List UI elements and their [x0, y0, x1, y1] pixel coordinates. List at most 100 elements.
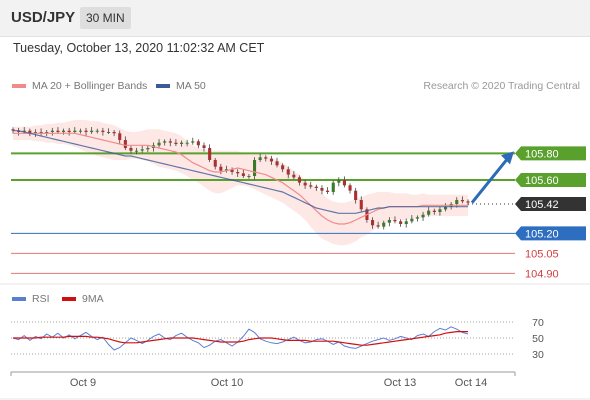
rsi-tick-30: 30: [532, 349, 544, 361]
level-label-105.60: 105.60: [525, 175, 559, 187]
candle-body: [342, 180, 346, 186]
legend-ma50: MA 50: [156, 80, 206, 92]
price-grid: [0, 283, 590, 400]
bollinger-bands: [13, 120, 468, 246]
candle-body: [157, 142, 161, 146]
candle-body: [460, 200, 464, 202]
candle-body: [253, 160, 257, 176]
level-labels: 105.80 105.60 105.42 105.20 105.05 104.90: [515, 146, 586, 280]
candle-body: [241, 173, 245, 176]
candle-body: [196, 141, 200, 146]
candle-body: [224, 169, 228, 171]
legend-rsi: RSI: [12, 293, 50, 305]
candle-body: [180, 142, 184, 144]
candle-body: [399, 221, 403, 224]
candle-body: [415, 217, 419, 219]
candle-body: [112, 132, 116, 134]
candle-body: [39, 132, 43, 134]
candle-body: [427, 210, 431, 215]
candle-body: [118, 133, 122, 140]
ma50-swatch: [156, 84, 170, 88]
candle-body: [348, 185, 352, 191]
legend-ma50-label: MA 50: [176, 80, 206, 92]
level-tag-105.42: [515, 197, 586, 211]
candle-body: [432, 210, 436, 212]
candle-body: [281, 165, 285, 170]
candle-body: [371, 220, 375, 226]
ma20-swatch: [12, 84, 26, 88]
header-bar: USD/JPY 30 MIN: [0, 0, 590, 37]
candle-body: [11, 129, 15, 131]
level-tag-105.60: [515, 173, 586, 187]
candle-body: [219, 166, 223, 171]
candle-body: [67, 130, 71, 132]
candle-body: [202, 145, 206, 148]
rsi-ma-line: [13, 331, 468, 346]
candle-body: [410, 218, 414, 222]
candle-body: [22, 130, 26, 132]
candle-body: [101, 130, 105, 132]
candle-body: [376, 225, 380, 227]
candle-body: [382, 222, 386, 227]
candle-body: [90, 130, 94, 132]
candle-body: [337, 180, 341, 183]
candle-body: [95, 130, 99, 132]
candle-body: [455, 200, 459, 204]
rsi-ma-swatch: [62, 297, 76, 301]
legend-rsi-label: RSI: [32, 293, 50, 305]
x-axis: Oct 9 Oct 10 Oct 13 Oct 14: [10, 371, 516, 389]
level-label-105.80: 105.80: [525, 148, 559, 160]
candle-body: [84, 130, 88, 132]
candle-body: [264, 157, 268, 159]
rsi-swatch: [12, 297, 26, 301]
rsi-line: [12, 326, 469, 351]
candle-body: [50, 130, 54, 132]
candle-body: [45, 132, 49, 134]
rsi-pane: 30 50 70: [11, 317, 544, 361]
candle-body: [107, 132, 111, 133]
candle-body: [213, 160, 217, 167]
candle-body: [247, 176, 251, 177]
candle-body: [269, 158, 273, 162]
candle-body: [444, 206, 448, 210]
timeframe-button[interactable]: 30 MIN: [80, 7, 131, 29]
candle-body: [404, 221, 408, 224]
candle-body: [33, 132, 37, 134]
candle-body: [28, 130, 32, 134]
symbol-title: USD/JPY: [11, 9, 76, 26]
candle-body: [320, 188, 324, 191]
x-tick-label: Oct 10: [211, 377, 243, 389]
candle-body: [286, 169, 290, 175]
candle-body: [129, 148, 133, 151]
ma50-line: [13, 130, 468, 214]
candle-body: [62, 130, 66, 132]
x-tick-label: Oct 9: [70, 377, 96, 389]
credit-text: Research © 2020 Trading Central: [423, 80, 580, 92]
candle-body: [326, 190, 330, 192]
candle-body: [309, 185, 313, 187]
legend-rsi-ma: 9MA: [62, 293, 104, 305]
level-tag-105.80: [515, 146, 586, 161]
candle-body: [314, 186, 318, 188]
candle-body: [146, 148, 150, 150]
level-label-105.20: 105.20: [525, 228, 559, 240]
candle-body: [297, 177, 301, 183]
candle-body: [236, 172, 240, 174]
forecast-arrow-head: [501, 151, 514, 165]
candle-body: [387, 220, 391, 223]
candle-body: [135, 150, 139, 152]
candle-body: [17, 130, 21, 132]
x-tick-label: Oct 14: [455, 377, 487, 389]
level-label-105.42: 105.42: [525, 199, 559, 211]
moving-averages: [13, 130, 514, 225]
rsi-tick-70: 70: [532, 317, 544, 329]
legend-ma20: MA 20 + Bollinger Bands: [12, 80, 147, 92]
candle-body: [208, 148, 212, 160]
candle-body: [438, 209, 442, 212]
level-label-104.90: 104.90: [525, 268, 559, 280]
candle-body: [258, 157, 262, 160]
candle-body: [174, 142, 178, 144]
forecast-arrow-shaft: [470, 158, 509, 204]
candle-body: [56, 130, 60, 132]
